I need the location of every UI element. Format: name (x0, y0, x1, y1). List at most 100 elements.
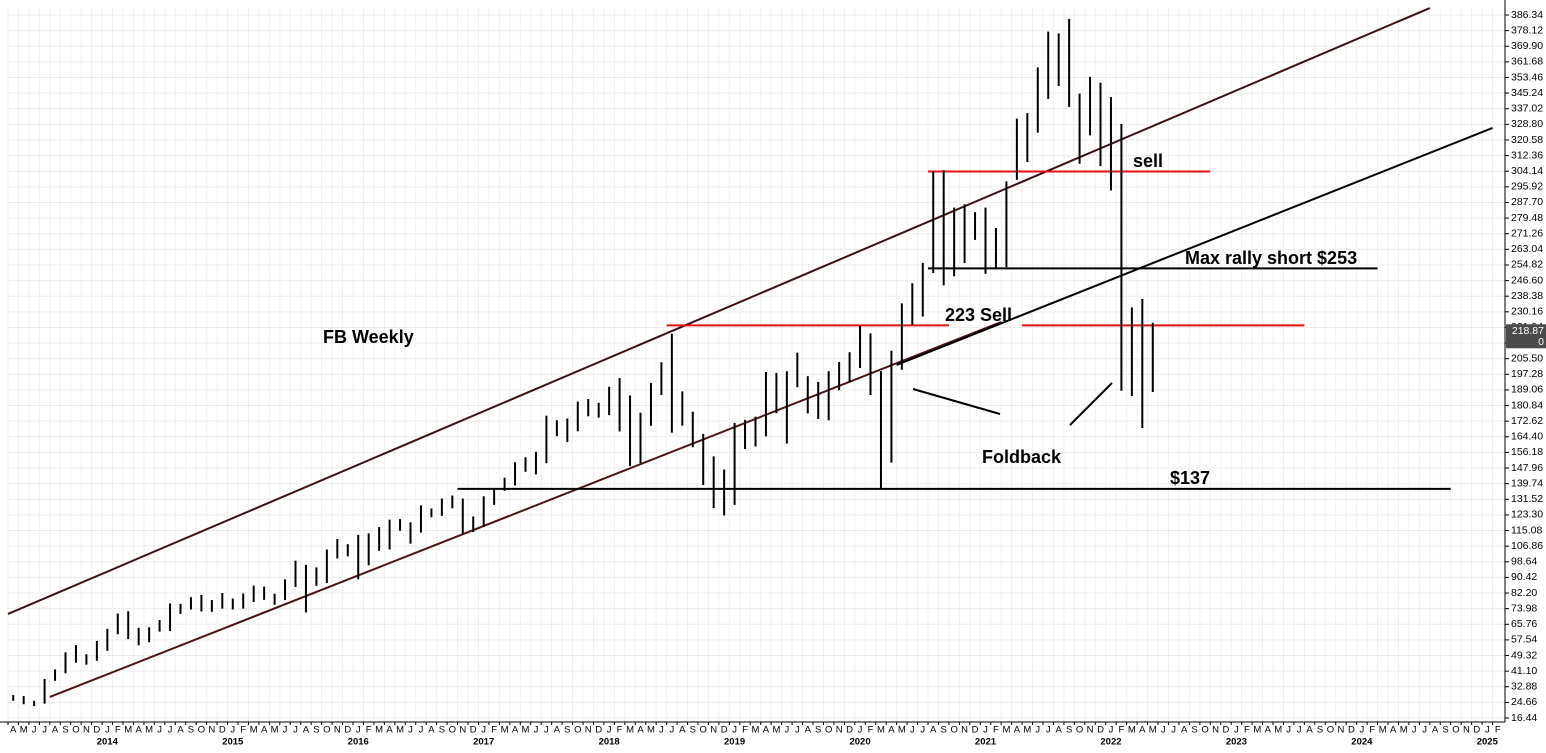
x-tick-label: J (544, 725, 549, 736)
x-tick-label: M (250, 725, 258, 736)
x-tick-label: M (1253, 725, 1261, 736)
trend-line (896, 127, 1493, 366)
x-tick-label: O (1201, 725, 1208, 736)
x-tick-label: A (1056, 725, 1063, 736)
x-tick-label: J (1171, 725, 1176, 736)
y-tick-label: 279.48 (1511, 212, 1543, 224)
x-tick-label: O (449, 725, 456, 736)
x-tick-label: D (721, 725, 728, 736)
x-tick-label: D (219, 725, 226, 736)
x-tick-label: D (595, 725, 602, 736)
y-tick-label: 73.98 (1511, 602, 1537, 614)
x-tick-label: J (105, 725, 110, 736)
y-tick-label: 189.06 (1511, 384, 1543, 396)
y-tick-label: 180.84 (1511, 399, 1543, 411)
x-tick-label: J (1161, 725, 1166, 736)
x-tick-label: F (1244, 725, 1250, 736)
x-tick-label: J (1485, 725, 1490, 736)
x-tick-label: J (669, 725, 674, 736)
y-tick-label: 147.96 (1511, 462, 1543, 474)
x-tick-label: N (83, 725, 90, 736)
x-tick-label: J (1359, 725, 1364, 736)
x-tick-label: S (815, 725, 821, 736)
foldback-arrow (1069, 382, 1113, 426)
x-tick-label: A (679, 725, 686, 736)
x-tick-label: J (481, 725, 486, 736)
x-tick-label: M (375, 725, 383, 736)
x-tick-label: S (313, 725, 319, 736)
x-tick-label: A (1014, 725, 1021, 736)
y-tick-label: 123.30 (1511, 509, 1543, 521)
last-volume-label: 0 (1538, 336, 1544, 348)
x-tick-label: O (1076, 725, 1083, 736)
x-tick-label: J (910, 725, 915, 736)
x-tick-label: A (428, 725, 435, 736)
x-tick-label: S (439, 725, 445, 736)
x-tick-label: J (32, 725, 37, 736)
x-tick-label: S (62, 725, 68, 736)
x-tick-label: J (230, 725, 235, 736)
y-tick-label: 205.50 (1511, 352, 1543, 364)
x-tick-label: A (136, 725, 143, 736)
x-tick-label: F (1369, 725, 1375, 736)
x-tick-label: J (157, 725, 162, 736)
x-tick-label: A (637, 725, 644, 736)
year-label: 2023 (1226, 737, 1247, 748)
x-tick-label: N (1212, 725, 1219, 736)
x-tick-label: S (1442, 725, 1448, 736)
x-tick-label: M (626, 725, 634, 736)
x-tick-label: J (784, 725, 789, 736)
x-tick-label: O (574, 725, 581, 736)
year-label: 2025 (1477, 737, 1499, 748)
x-tick-label: M (145, 725, 153, 736)
x-tick-label: F (868, 725, 874, 736)
x-tick-label: A (930, 725, 937, 736)
x-tick-label: J (168, 725, 173, 736)
x-tick-label: N (961, 725, 968, 736)
y-tick-label: 106.86 (1511, 540, 1543, 552)
x-tick-label: A (805, 725, 812, 736)
x-tick-label: A (888, 725, 895, 736)
x-tick-label: O (825, 725, 832, 736)
x-tick-label: J (920, 725, 925, 736)
x-tick-label: D (344, 725, 351, 736)
y-tick-label: 24.66 (1511, 696, 1537, 708)
x-tick-label: M (271, 725, 279, 736)
annotation: Foldback (982, 447, 1062, 467)
x-tick-label: A (261, 725, 268, 736)
x-tick-label: S (564, 725, 570, 736)
x-tick-label: J (283, 725, 288, 736)
x-tick-label: M (1274, 725, 1282, 736)
x-tick-label: N (1463, 725, 1470, 736)
x-tick-label: J (419, 725, 424, 736)
x-tick-label: J (795, 725, 800, 736)
x-tick-label: S (690, 725, 696, 736)
annotation: sell (1133, 151, 1163, 171)
x-tick-label: O (72, 725, 79, 736)
y-tick-label: 246.60 (1511, 274, 1543, 286)
last-price-label: 218.87 (1512, 325, 1544, 337)
x-tick-label: F (491, 725, 497, 736)
y-tick-label: 230.16 (1511, 306, 1543, 318)
x-tick-label: F (742, 725, 748, 736)
x-tick-label: M (1379, 725, 1387, 736)
y-tick-label: 49.32 (1511, 649, 1537, 661)
x-tick-label: A (763, 725, 770, 736)
x-tick-label: N (208, 725, 215, 736)
year-label: 2016 (348, 737, 369, 748)
x-tick-label: M (1002, 725, 1010, 736)
x-tick-label: M (898, 725, 906, 736)
x-tick-label: A (386, 725, 393, 736)
year-label: 2017 (473, 737, 494, 748)
y-tick-label: 164.40 (1511, 431, 1543, 443)
y-tick-label: 353.46 (1511, 71, 1543, 83)
x-tick-label: O (700, 725, 707, 736)
y-tick-label: 345.24 (1511, 87, 1543, 99)
x-tick-label: J (607, 725, 612, 736)
y-tick-label: 287.70 (1511, 196, 1543, 208)
foldback-arrow (912, 388, 1001, 415)
y-tick-label: 378.12 (1511, 24, 1543, 36)
y-tick-label: 328.80 (1511, 118, 1543, 130)
x-tick-label: D (93, 725, 100, 736)
x-tick-label: M (647, 725, 655, 736)
